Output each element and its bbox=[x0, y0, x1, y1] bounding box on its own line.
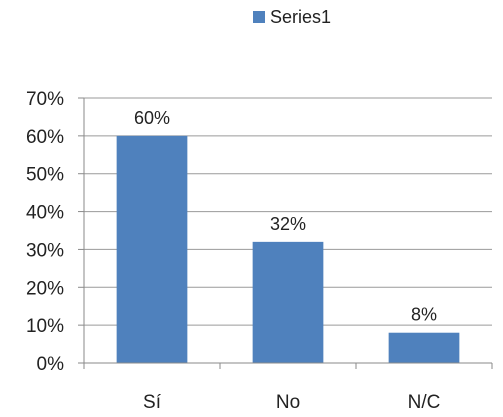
y-tick-label: 70% bbox=[26, 89, 64, 110]
y-tick-label: 50% bbox=[26, 165, 64, 186]
category-label: N/C bbox=[408, 392, 441, 413]
bar bbox=[116, 135, 188, 363]
y-tick-label: 60% bbox=[26, 127, 64, 148]
y-tick-label: 40% bbox=[26, 203, 64, 224]
y-tick-label: 20% bbox=[26, 278, 64, 299]
category-label: No bbox=[276, 392, 300, 413]
axes bbox=[78, 97, 493, 369]
data-label: 32% bbox=[270, 214, 306, 234]
chart-legend: Series1 bbox=[253, 7, 331, 27]
data-labels: 60% 32% 8% bbox=[134, 108, 437, 325]
category-label: Sí bbox=[143, 392, 162, 413]
data-label: 8% bbox=[411, 305, 437, 325]
y-tick-label: 10% bbox=[26, 316, 64, 337]
bar bbox=[252, 241, 324, 363]
legend-swatch-series1 bbox=[253, 11, 265, 23]
bar bbox=[388, 332, 460, 363]
y-axis-tick-labels: 0% 10% 20% 30% 40% 50% 60% 70% bbox=[26, 89, 64, 375]
x-axis-category-labels: Sí No N/C bbox=[143, 392, 440, 413]
data-label: 60% bbox=[134, 108, 170, 128]
y-tick-label: 0% bbox=[37, 354, 65, 375]
bar-series bbox=[116, 135, 460, 363]
legend-label-series1: Series1 bbox=[270, 7, 331, 27]
y-tick-label: 30% bbox=[26, 240, 64, 261]
